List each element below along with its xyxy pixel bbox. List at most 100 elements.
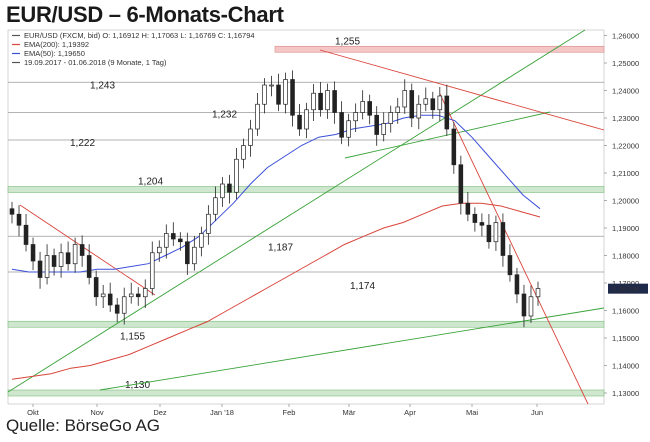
candle [528,296,534,317]
candle [149,252,155,289]
y-tick-label: 1,19000 [612,224,639,233]
candle [107,293,113,306]
uptrend-line-long [7,29,586,393]
support-band [7,186,605,193]
candle [395,106,401,113]
x-tick-label: Mai [466,408,478,417]
candle [58,252,64,267]
candle [339,112,344,138]
y-tick-label: 1,14000 [612,362,639,371]
y-tick-label: 1,13000 [612,389,639,398]
candle [114,304,120,314]
candle [451,128,457,166]
candle [79,244,85,256]
level-label: 1,243 [90,80,115,91]
candle [93,277,99,298]
candle [283,79,288,105]
support-band [7,389,605,397]
candle [325,90,330,111]
legend-instrument: EUR/USD (FXCM, bid) O: 1,16912 H: 1,1706… [24,31,255,40]
price-tag [608,283,648,294]
candle [227,183,232,193]
candle [479,222,485,226]
candle [220,183,225,199]
x-tick-label: Jan '18 [210,408,234,417]
x-tick-label: Dez [153,408,167,417]
candle [444,95,450,130]
candle [171,233,176,240]
candle [472,213,478,223]
candle [164,233,169,248]
level-label: 1,222 [70,138,95,149]
candle [157,246,162,254]
y-tick-label: 1,22000 [612,142,639,151]
y-tick-label: 1,20000 [612,197,639,206]
level-label: 1,255 [335,36,360,47]
uptrend-line-lower [99,307,605,391]
candle [65,252,71,265]
candle [23,224,29,245]
level-label: 1,155 [120,331,145,342]
candle [128,293,134,298]
y-tick-label: 1,25000 [612,59,639,68]
candle [255,103,260,130]
candle [430,98,436,111]
level-label: 1,232 [212,110,237,121]
candle [262,84,267,105]
legend-period: 19.09.2017 - 01.06.2018 (9 Monate, 1 Tag… [24,58,167,67]
candle [360,101,365,113]
candle [388,112,393,124]
legend-ema200: EMA(200): 1,19392 [24,40,89,49]
x-tick-label: Mär [343,408,356,417]
candle [213,197,218,215]
candle [44,255,50,278]
x-tick-label: Feb [283,408,296,417]
candle [51,255,57,267]
legend: EUR/USD (FXCM, bid) O: 1,16912 H: 1,1706… [12,31,255,67]
candle [409,90,415,119]
support-band [7,320,605,328]
candle [458,164,464,204]
x-tick-label: Apr [404,408,416,417]
candle [486,224,492,243]
candle [381,123,386,135]
x-tick-label: Nov [90,408,104,417]
price-tag-label: 1,16794 [612,285,639,294]
candle [304,109,309,130]
candle [206,213,211,234]
candle [37,260,43,278]
candle [86,255,92,278]
level-label: 1,187 [268,242,293,253]
candle [346,120,351,138]
candle [437,95,443,111]
candle [507,255,513,276]
y-tick-label: 1,16000 [612,307,639,316]
candle [402,90,408,108]
level-label: 1,130 [125,380,150,391]
candle [241,145,246,160]
legend-ema50: EMA(50): 1,19650 [24,49,85,58]
candle [30,244,36,262]
source-credit: Quelle: BörseGo AG [6,416,161,435]
candle [535,288,541,298]
candle [521,293,527,317]
resistance-band [274,45,605,53]
candle [311,92,316,111]
candle [374,114,379,135]
candle [514,274,520,295]
candle [248,128,253,146]
downtrend-line-early [19,204,156,296]
candle [318,92,323,111]
candle [332,90,337,113]
candle [178,238,183,243]
candle [276,84,281,105]
plot-area [7,29,605,405]
candle [423,98,429,105]
candle [269,84,274,87]
level-label: 1,174 [350,281,375,292]
candle [16,213,22,226]
candle [297,114,302,130]
candle [72,244,78,265]
y-tick-label: 1,17000 [612,279,639,288]
